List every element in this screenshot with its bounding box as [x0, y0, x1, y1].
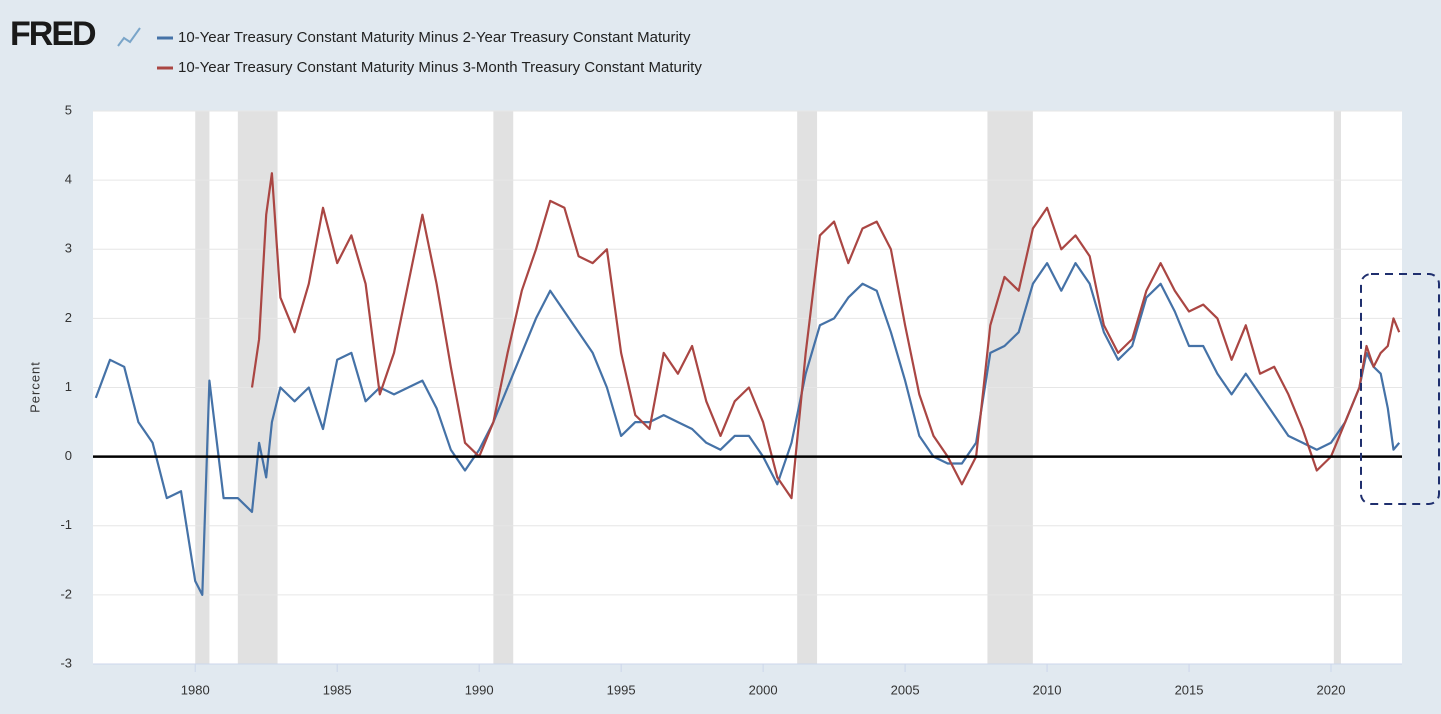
annotation-box [1360, 273, 1440, 505]
y-tick-label: 3 [65, 241, 72, 256]
x-tick-label: 1995 [607, 682, 636, 697]
x-tick-label: 2015 [1175, 682, 1204, 697]
logo-icon [117, 27, 141, 47]
x-tick-label: 2000 [749, 682, 778, 697]
x-tick-label: 2005 [891, 682, 920, 697]
y-tick-label: 5 [65, 102, 72, 117]
x-tick-label: 2020 [1317, 682, 1346, 697]
plot-layer [93, 110, 1402, 665]
series-line [94, 262, 1401, 596]
y-tick-label: -2 [60, 586, 72, 601]
legend-label: 10-Year Treasury Constant Maturity Minus… [178, 29, 691, 46]
y-tick-label: -1 [60, 517, 72, 532]
x-tick-label: 1980 [181, 682, 210, 697]
x-tick-label: 2010 [1033, 682, 1062, 697]
y-tick-label: 2 [65, 310, 72, 325]
logo: FRED [10, 15, 96, 53]
y-axis-label: Percent [27, 361, 42, 413]
x-tick-label: 1985 [323, 682, 352, 697]
y-tick-label: 4 [65, 172, 72, 187]
y-tick-label: -3 [60, 655, 72, 670]
y-tick-label: 1 [65, 379, 72, 394]
y-tick-label: 0 [65, 448, 72, 463]
legend-label: 10-Year Treasury Constant Maturity Minus… [178, 59, 702, 76]
x-tick-label: 1990 [465, 682, 494, 697]
series-line [250, 172, 1401, 500]
